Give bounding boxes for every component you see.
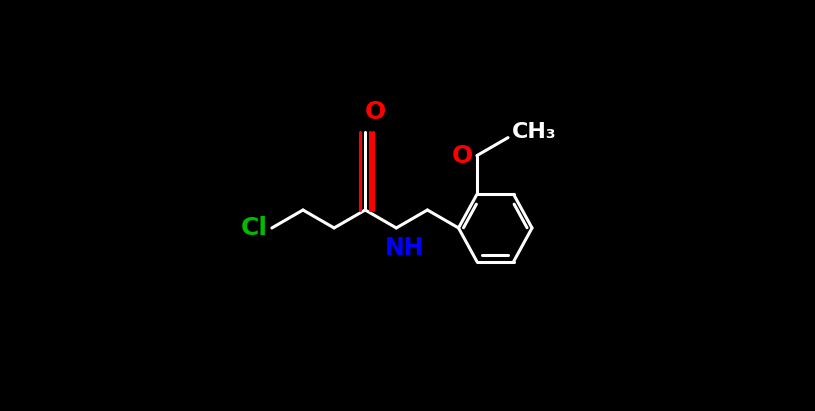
Text: O: O (452, 143, 473, 168)
Text: O: O (365, 100, 386, 124)
Text: NH: NH (385, 236, 425, 260)
Text: Cl: Cl (240, 216, 268, 240)
Text: CH₃: CH₃ (512, 122, 557, 141)
